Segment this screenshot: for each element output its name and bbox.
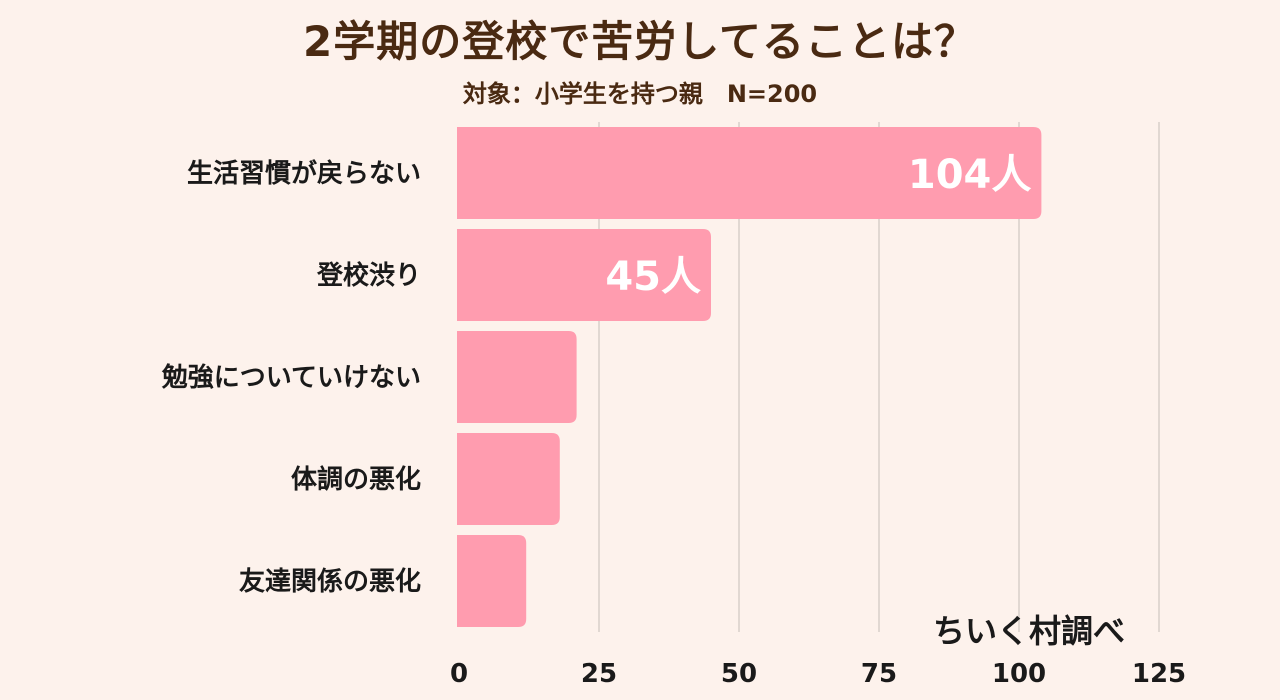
bar bbox=[457, 229, 711, 321]
bar bbox=[457, 331, 577, 423]
data-label: 45人 bbox=[605, 254, 701, 300]
x-tick-label: 50 bbox=[721, 659, 757, 689]
x-tick-label: 100 bbox=[992, 659, 1046, 689]
x-tick-label: 0 bbox=[450, 659, 468, 689]
bars bbox=[457, 127, 1042, 627]
x-tick-label: 125 bbox=[1132, 659, 1186, 689]
source-credit: ちいく村調べ bbox=[933, 612, 1126, 650]
category-label: 勉強についていけない bbox=[161, 363, 421, 393]
x-tick-label: 25 bbox=[581, 659, 617, 689]
category-label: 体調の悪化 bbox=[291, 464, 421, 495]
bar bbox=[457, 433, 560, 525]
bar bbox=[457, 535, 527, 627]
chart-subtitle: 対象：小学生を持つ親 N=200 bbox=[462, 80, 818, 108]
category-label: 友達関係の悪化 bbox=[239, 567, 421, 597]
category-label: 生活習慣が戻らない bbox=[187, 158, 421, 189]
category-label: 登校渋り bbox=[316, 260, 421, 291]
chart-title: 2学期の登校で苦労してることは？ bbox=[303, 17, 977, 66]
bar bbox=[457, 127, 1042, 219]
x-tick-label: 75 bbox=[861, 659, 897, 689]
data-label: 104人 bbox=[908, 152, 1032, 198]
